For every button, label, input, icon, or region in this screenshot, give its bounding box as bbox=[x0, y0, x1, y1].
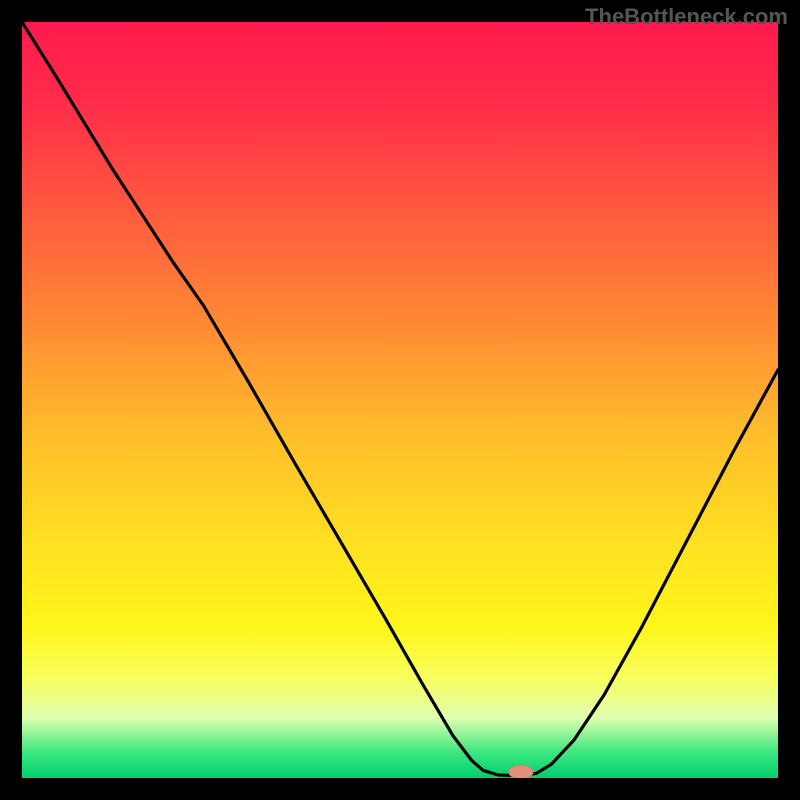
optimal-point-marker bbox=[509, 765, 533, 779]
watermark-text: TheBottleneck.com bbox=[585, 4, 788, 30]
chart-canvas bbox=[0, 0, 800, 800]
stage: TheBottleneck.com bbox=[0, 0, 800, 800]
chart-background bbox=[22, 22, 778, 778]
